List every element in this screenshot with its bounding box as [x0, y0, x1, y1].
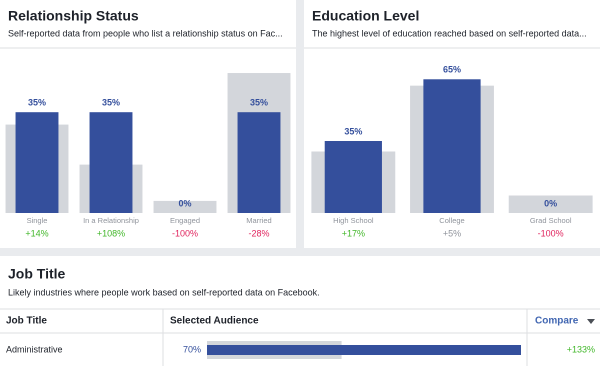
value-label: 70% [183, 344, 201, 354]
change-label: -100% [538, 228, 564, 238]
panel-subtitle: Self-reported data from people who list … [8, 28, 283, 38]
panel-title: Relationship Status [8, 8, 139, 24]
category-label: In a Relationship [83, 216, 139, 225]
category-label: Grad School [530, 216, 572, 225]
row-label: Administrative [6, 344, 63, 354]
bar [423, 79, 481, 214]
section-title: Job Title [8, 266, 66, 282]
comparison-bar [153, 200, 217, 213]
comparison-bar [508, 195, 593, 213]
panel-title: Education Level [312, 8, 419, 24]
value-label: 65% [443, 65, 461, 75]
value-label: 35% [28, 98, 46, 108]
bar [324, 141, 382, 213]
bar [89, 112, 133, 213]
category-label: High School [333, 216, 374, 225]
value-label: 35% [344, 126, 362, 136]
sort-arrow[interactable] [587, 319, 595, 324]
change-label: +5% [443, 228, 461, 238]
panel-subtitle: The highest level of education reached b… [312, 28, 587, 38]
category-label: College [439, 216, 464, 225]
bar [15, 112, 59, 213]
change-label: -28% [248, 228, 269, 238]
bar [237, 112, 281, 213]
change-label: -100% [172, 228, 198, 238]
bar [207, 345, 521, 355]
category-label: Married [246, 216, 271, 225]
section-subtitle: Likely industries where people work base… [8, 287, 320, 297]
column-header[interactable]: Compare [535, 316, 579, 327]
value-label: 35% [250, 98, 268, 108]
value-label: 35% [102, 98, 120, 108]
change-label: +108% [97, 228, 125, 238]
change-label: +14% [25, 228, 48, 238]
value-label: 0% [544, 198, 557, 208]
column-header: Selected Audience [170, 316, 259, 327]
value-label: 0% [178, 198, 191, 208]
category-label: Single [27, 216, 48, 225]
category-label: Engaged [170, 216, 200, 225]
change-label: +17% [342, 228, 365, 238]
column-header: Job Title [6, 316, 47, 327]
change-label: +133% [567, 344, 595, 354]
